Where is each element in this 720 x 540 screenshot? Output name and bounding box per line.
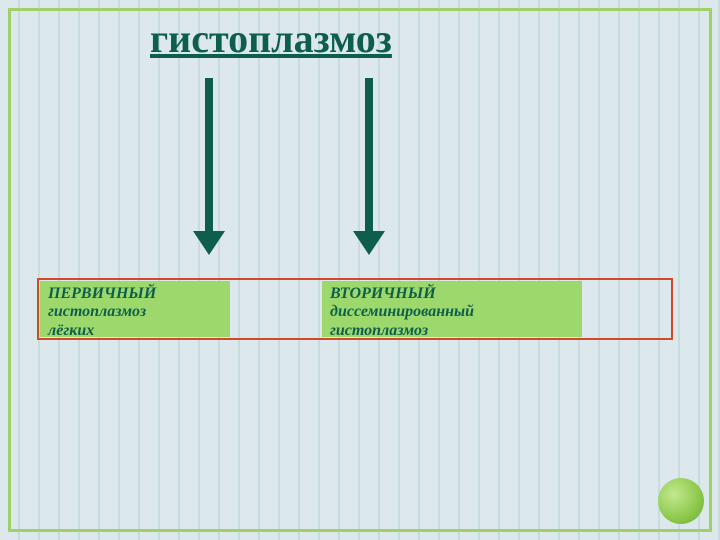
label-primary-line3: лёгких xyxy=(48,322,222,340)
arrow-right xyxy=(365,78,373,233)
label-primary-line2: гистоплазмоз xyxy=(48,303,222,321)
diagram-title: гистоплазмоз xyxy=(150,15,392,62)
striped-background xyxy=(0,0,720,540)
label-secondary-line1: ВТОРИЧНЫЙ xyxy=(330,285,574,303)
label-primary: ПЕРВИЧНЫЙ гистоплазмоз лёгких xyxy=(40,281,230,337)
label-secondary-line2: диссеминированный xyxy=(330,303,574,321)
arrow-left xyxy=(205,78,213,233)
label-secondary-line3: гистоплазмоз xyxy=(330,322,574,340)
label-secondary: ВТОРИЧНЫЙ диссеминированный гистоплазмоз xyxy=(322,281,582,337)
label-primary-line1: ПЕРВИЧНЫЙ xyxy=(48,285,222,303)
circle-decoration-icon xyxy=(658,478,704,524)
